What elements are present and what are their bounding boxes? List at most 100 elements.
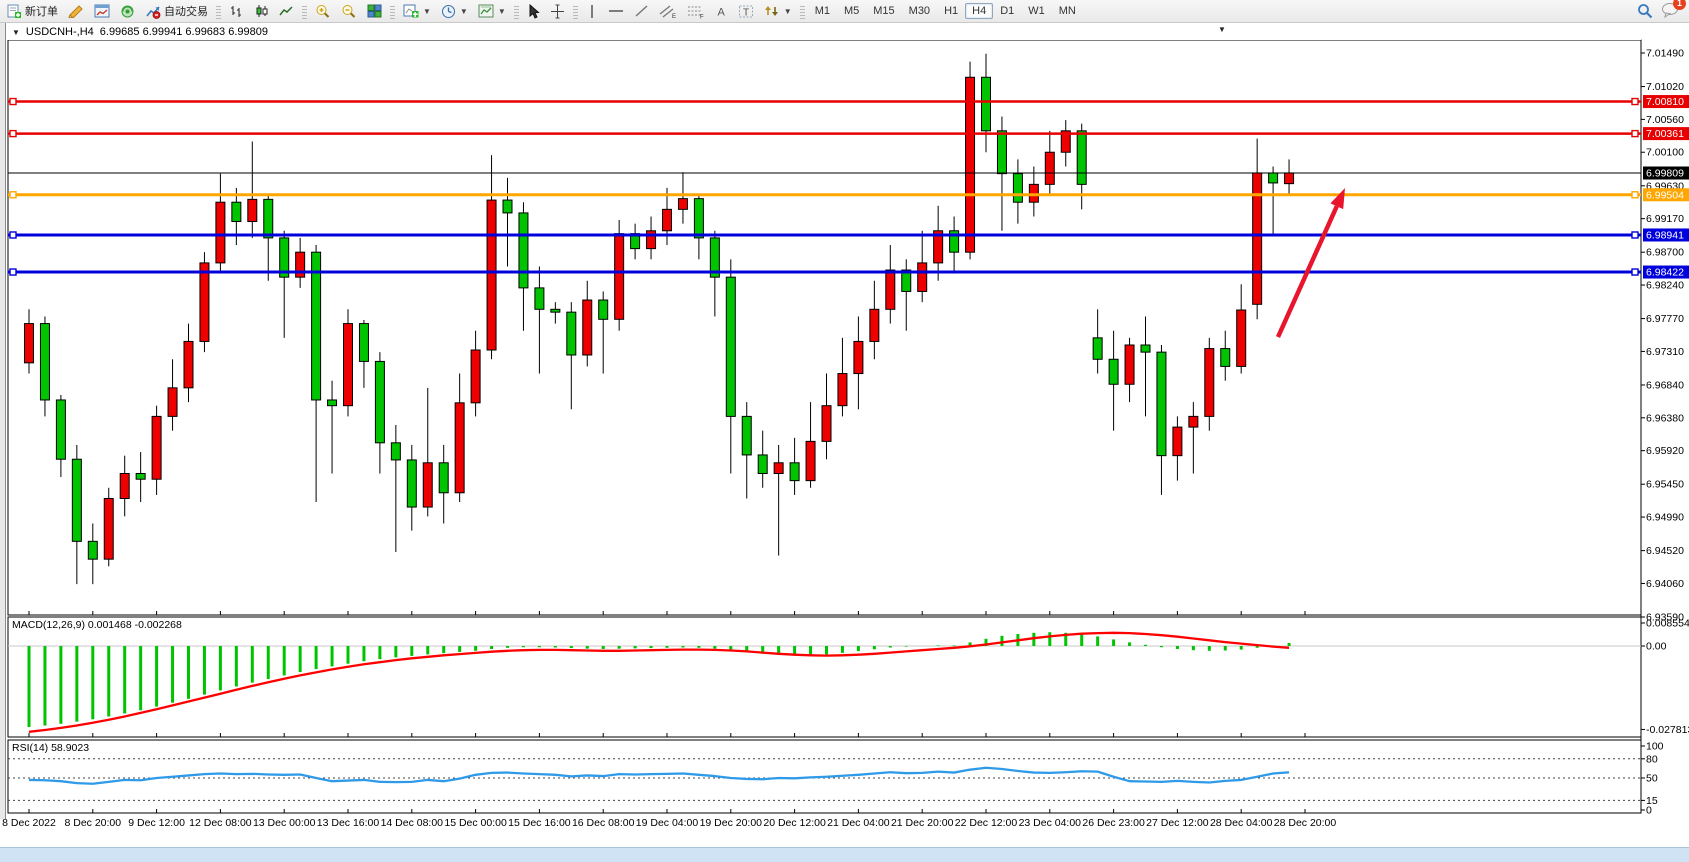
svg-text:6.97310: 6.97310 xyxy=(1646,346,1684,358)
svg-text:15 Dec 16:00: 15 Dec 16:00 xyxy=(508,817,571,829)
svg-text:F: F xyxy=(700,14,704,19)
window-left-edge xyxy=(0,23,6,819)
svg-text:13 Dec 16:00: 13 Dec 16:00 xyxy=(317,817,380,829)
annotation-arrow[interactable] xyxy=(1275,188,1345,338)
arrows-icon xyxy=(764,6,778,16)
equidistant-channel-tool-button[interactable]: E xyxy=(654,1,682,22)
crosshair-tool-button[interactable] xyxy=(545,1,570,22)
svg-text:6.98941: 6.98941 xyxy=(1646,229,1684,241)
svg-text:6.95450: 6.95450 xyxy=(1646,479,1684,491)
svg-text:6.94520: 6.94520 xyxy=(1646,545,1684,557)
svg-text:7.00560: 7.00560 xyxy=(1646,114,1684,126)
line-chart-type-button[interactable] xyxy=(274,1,299,22)
svg-text:6.99170: 6.99170 xyxy=(1646,213,1684,225)
indicators-button[interactable]: ▼ xyxy=(398,1,436,22)
new-order-button[interactable]: 新订单 xyxy=(2,1,63,22)
candlesticks xyxy=(24,53,1295,585)
text-label-tool-button[interactable]: T xyxy=(733,1,759,22)
chart-window-icon xyxy=(94,4,110,18)
chart-window-button[interactable] xyxy=(89,1,115,22)
svg-text:27 Dec 12:00: 27 Dec 12:00 xyxy=(1146,817,1209,829)
dropdown-arrow-icon: ▼ xyxy=(783,6,792,16)
toolbar-grip xyxy=(513,3,519,19)
svg-text:28 Dec 04:00: 28 Dec 04:00 xyxy=(1210,817,1273,829)
price-axis[interactable]: 7.014907.010207.005607.001006.996306.991… xyxy=(1641,48,1684,624)
periods-button[interactable]: ▼ xyxy=(436,1,473,22)
new-order-icon xyxy=(7,4,21,18)
dropdown-arrow-icon: ▼ xyxy=(497,6,506,16)
zoom-in-icon xyxy=(316,4,330,18)
timeframe-h1[interactable]: H1 xyxy=(944,5,959,17)
template-icon xyxy=(478,4,494,18)
dropdown-arrow-icon: ▼ xyxy=(459,6,468,16)
horizontal-line-tool-button[interactable] xyxy=(603,1,629,22)
svg-text:14 Dec 08:00: 14 Dec 08:00 xyxy=(381,817,444,829)
indicators-icon xyxy=(403,4,419,18)
tile-windows-button[interactable] xyxy=(362,1,387,22)
svg-text:21 Dec 20:00: 21 Dec 20:00 xyxy=(891,817,954,829)
zoom-out-icon xyxy=(342,4,356,18)
chart-shift-marker[interactable]: ▼ xyxy=(1218,25,1226,34)
trendline-icon xyxy=(635,5,648,17)
svg-text:23 Dec 04:00: 23 Dec 04:00 xyxy=(1019,817,1082,829)
timeframe-d1[interactable]: D1 xyxy=(1000,5,1015,17)
svg-text:13 Dec 00:00: 13 Dec 00:00 xyxy=(253,817,316,829)
svg-text:T: T xyxy=(743,7,749,18)
timeframe-group: M1 M5 M15 M30 H1 H4 D1 W1 MN xyxy=(808,3,1083,19)
time-axis[interactable]: 8 Dec 2022 8 Dec 20:00 9 Dec 12:00 12 Dec 0… xyxy=(2,611,1336,829)
svg-text:22 Dec 12:00: 22 Dec 12:00 xyxy=(955,817,1018,829)
timeframe-w1[interactable]: W1 xyxy=(1028,5,1045,17)
svg-text:50: 50 xyxy=(1646,773,1658,785)
macd-signal-line xyxy=(28,631,1290,733)
notifications-button[interactable]: 1 xyxy=(1661,0,1686,21)
svg-text:0: 0 xyxy=(1646,805,1652,817)
candle-chart-type-button[interactable] xyxy=(249,1,274,22)
svg-text:0.008554: 0.008554 xyxy=(1646,618,1689,630)
timeframe-h4[interactable]: H4 xyxy=(965,3,994,19)
svg-text:6.98422: 6.98422 xyxy=(1646,267,1684,279)
clock-icon xyxy=(441,4,455,18)
timeframe-m30[interactable]: M30 xyxy=(908,5,931,17)
svg-text:8 Dec 2022: 8 Dec 2022 xyxy=(2,817,56,829)
signals-button[interactable] xyxy=(115,1,140,22)
svg-text:6.97770: 6.97770 xyxy=(1646,313,1684,325)
svg-text:9 Dec 12:00: 9 Dec 12:00 xyxy=(128,817,185,829)
channel-icon: E xyxy=(659,4,676,19)
zoom-out-button[interactable] xyxy=(336,1,362,22)
svg-text:15 Dec 00:00: 15 Dec 00:00 xyxy=(444,817,507,829)
zoom-in-button[interactable] xyxy=(310,1,336,22)
arrows-tool-button[interactable]: ▼ xyxy=(759,1,797,22)
svg-text:100: 100 xyxy=(1646,741,1664,753)
svg-text:A: A xyxy=(717,7,725,19)
candlestick-icon xyxy=(256,5,268,17)
chart-title-strip: ▼ USDCNH-,H4 6.99685 6.99941 6.99683 6.9… xyxy=(6,24,1641,40)
timeframe-m1[interactable]: M1 xyxy=(814,5,830,17)
svg-text:6.93590: 6.93590 xyxy=(1646,612,1684,624)
svg-text:7.01020: 7.01020 xyxy=(1646,81,1684,93)
svg-text:6.99809: 6.99809 xyxy=(1646,168,1684,180)
crayon-tool-button[interactable] xyxy=(63,1,89,22)
timeframe-mn[interactable]: MN xyxy=(1058,5,1076,17)
auto-trading-button[interactable]: 自动交易 xyxy=(140,1,213,22)
symbol-dropdown-icon[interactable]: ▼ xyxy=(12,27,20,37)
svg-text:7.01490: 7.01490 xyxy=(1646,48,1684,60)
horizontal-line-icon xyxy=(608,10,623,12)
text-icon: A xyxy=(717,7,725,19)
notification-badge: 1 xyxy=(1673,0,1686,10)
svg-text:6.94990: 6.94990 xyxy=(1646,512,1684,524)
trendline-tool-button[interactable] xyxy=(629,1,654,22)
timeframe-m5[interactable]: M5 xyxy=(843,5,860,17)
level-lines xyxy=(8,97,1641,276)
search-icon[interactable] xyxy=(1637,3,1653,19)
dropdown-arrow-icon: ▼ xyxy=(423,6,431,16)
vertical-line-tool-button[interactable] xyxy=(581,1,603,22)
cursor-tool-button[interactable] xyxy=(522,1,545,22)
templates-button[interactable]: ▼ xyxy=(473,1,511,22)
text-tool-button[interactable]: A xyxy=(710,1,733,22)
svg-text:6.96840: 6.96840 xyxy=(1646,379,1684,391)
fibonacci-tool-button[interactable]: F xyxy=(682,1,710,22)
timeframe-m15[interactable]: M15 xyxy=(873,5,895,17)
bar-chart-type-button[interactable] xyxy=(224,1,249,22)
